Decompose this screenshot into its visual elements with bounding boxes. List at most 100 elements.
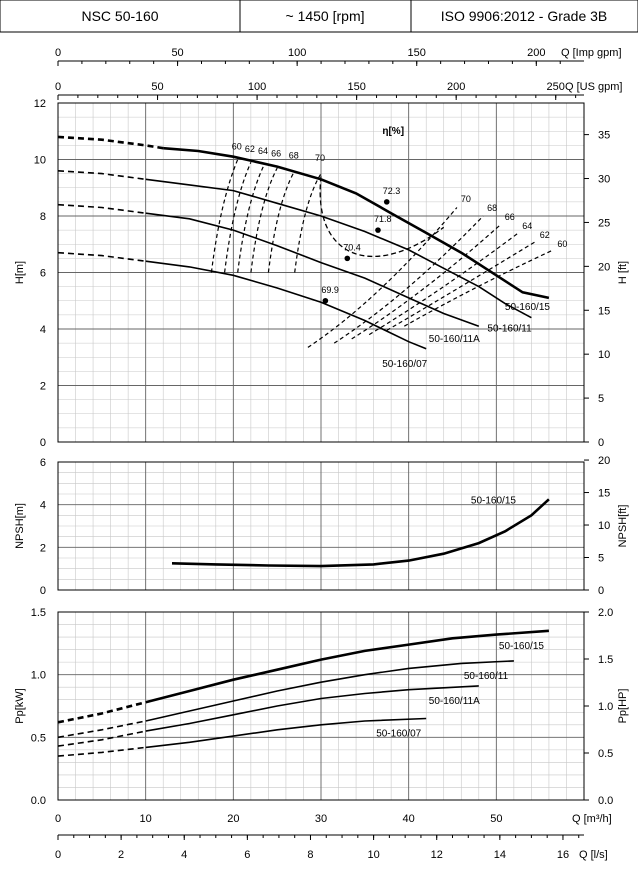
y-axis-label: H[m] — [14, 261, 26, 284]
iso-efficiency-line — [224, 162, 252, 273]
y-right-axis-label: H [ft] — [617, 261, 629, 284]
us-gpm-tick-label: 0 — [55, 81, 61, 93]
series-label: 50-160/11A — [429, 696, 480, 707]
efficiency-label: η[%] — [382, 126, 404, 137]
series-dashed-50-160/15 — [57, 700, 147, 724]
series-dashed-50-160/11A — [57, 730, 146, 747]
iso-efficiency-label: 68 — [487, 203, 497, 213]
y-right-tick-label: 2.0 — [598, 607, 613, 619]
imp-gpm-tick-label: 0 — [55, 47, 61, 59]
imp-gpm-tick-label: 150 — [408, 47, 426, 59]
y-axis-label: NPSH[m] — [14, 503, 26, 549]
efficiency-point — [383, 199, 390, 205]
ls-label: Q [l/s] — [579, 849, 608, 861]
iso-efficiency-line — [307, 207, 458, 348]
top-axes: 0 50 100 150 200 Q [Imp gpm] 0 50 100 150 200 250… — [55, 47, 622, 100]
iso-efficiency-line — [210, 159, 239, 273]
efficiency-point-label: 72.3 — [383, 186, 401, 196]
iso-efficiency-line — [333, 215, 484, 344]
imp-gpm-tick-label: 200 — [527, 47, 545, 59]
efficiency-point-label: 71.8 — [374, 214, 392, 224]
bottom-axes: 0 10 20 30 40 50 Q [m³/h] 0 2 4 6 8 10 12 14 16 Q [l/… — [55, 813, 612, 861]
m3h-tick-label: 30 — [315, 813, 327, 825]
y-right-axis-label: Pp[HP] — [617, 689, 629, 724]
iso-efficiency-line — [294, 173, 322, 273]
us-gpm-tick-label: 200 — [447, 81, 465, 93]
efficiency-point — [322, 297, 329, 304]
series-label: 50-160/15 — [499, 641, 544, 652]
series-label: 50-160/11A — [429, 334, 480, 345]
panel-power: 0.0 0.5 1.0 1.5 0.0 0.5 1.0 1.5 2.0 Pp[kW] Pp[HP] 5… — [14, 607, 629, 807]
y-right-tick-label: 15 — [598, 305, 610, 317]
y-right-tick-label: 0.5 — [598, 748, 613, 760]
y-tick-label: 6 — [40, 457, 46, 469]
header-speed: ~ 1450 [rpm] — [286, 8, 365, 24]
ls-ticks: 0 2 4 6 8 10 12 14 16 — [55, 835, 580, 861]
us-gpm-tick-label: 100 — [248, 81, 266, 93]
iso-efficiency-label: 70 — [315, 153, 325, 163]
y-tick-label: 10 — [34, 155, 46, 167]
efficiency-point-label: 70.4 — [343, 242, 361, 252]
series-50-160/15 — [171, 498, 550, 568]
ls-tick-label: 14 — [494, 849, 506, 861]
iso-efficiency-line — [237, 164, 265, 273]
us-gpm-tick-label: 150 — [347, 81, 365, 93]
y-tick-label: 2 — [40, 381, 46, 393]
y-tick-label: 1.0 — [31, 670, 46, 682]
panel-frame — [57, 461, 585, 591]
iso-efficiency-label: 62 — [245, 144, 255, 154]
us-gpm-tick-label: 50 — [151, 81, 163, 93]
imp-gpm-ticks: 0 50 100 150 200 — [55, 47, 561, 66]
us-gpm-tick-label: 250 — [547, 81, 565, 93]
m3h-tick-label: 0 — [55, 813, 61, 825]
header-standard: ISO 9906:2012 - Grade 3B — [441, 8, 608, 24]
iso-efficiency-label: 70 — [461, 194, 471, 204]
efficiency-point — [375, 227, 381, 233]
series-50-160/11 — [145, 660, 514, 722]
efficiency-point — [344, 255, 351, 262]
y-right-tick-label: 1.5 — [598, 654, 613, 666]
y-right-tick-label: 5 — [598, 553, 604, 565]
series-50-160/11 — [145, 178, 532, 319]
panel-npsh: 0 2 4 6 0 5 10 15 20 NPSH[m] NPSH[ft] 50-160/15 — [14, 455, 629, 597]
us-gpm-label: Q [US gpm] — [565, 81, 622, 93]
iso-efficiency-label: 60 — [232, 142, 242, 152]
series-label: 50-160/15 — [505, 302, 550, 313]
y-tick-label: 4 — [40, 500, 46, 512]
ls-tick-label: 16 — [557, 849, 569, 861]
y-tick-label: 6 — [40, 268, 46, 280]
y-right-tick-label: 20 — [598, 261, 610, 273]
y-right-tick-label: 0 — [598, 585, 604, 597]
iso-efficiency-label: 60 — [557, 239, 567, 249]
iso-efficiency-line-70 — [319, 176, 445, 258]
y-tick-label: 8 — [40, 211, 46, 223]
header: NSC 50-160 ~ 1450 [rpm] ISO 9906:2012 - … — [0, 0, 638, 33]
series-label: 50-160/11 — [487, 324, 532, 335]
m3h-label: Q [m³/h] — [572, 813, 612, 825]
iso-efficiency-label: 64 — [522, 221, 532, 231]
iso-efficiency-line — [267, 170, 296, 273]
header-model: NSC 50-160 — [81, 8, 158, 24]
ls-tick-label: 6 — [244, 849, 250, 861]
ls-tick-label: 10 — [367, 849, 379, 861]
series-dashed-50-160/11 — [57, 170, 146, 181]
ls-tick-label: 2 — [118, 849, 124, 861]
series-dashed-50-160/11 — [57, 720, 146, 739]
imp-gpm-tick-label: 100 — [288, 47, 306, 59]
y-right-tick-label: 15 — [598, 488, 610, 500]
y-right-tick-label: 35 — [598, 130, 610, 142]
y-right-axis-label: NPSH[ft] — [617, 505, 629, 548]
panel-frame — [57, 102, 585, 443]
y-tick-label: 0.0 — [31, 795, 46, 807]
iso-efficiency-label: 66 — [505, 212, 515, 222]
y-tick-label: 0 — [40, 585, 46, 597]
series-dashed-50-160/07 — [57, 746, 146, 757]
series-label: 50-160/07 — [382, 359, 427, 370]
y-right-tick-label: 20 — [598, 455, 610, 467]
series-label: 50-160/11 — [464, 671, 509, 682]
y-tick-label: 1.5 — [31, 607, 46, 619]
us-gpm-ticks: 0 50 100 150 200 250 — [55, 81, 577, 100]
